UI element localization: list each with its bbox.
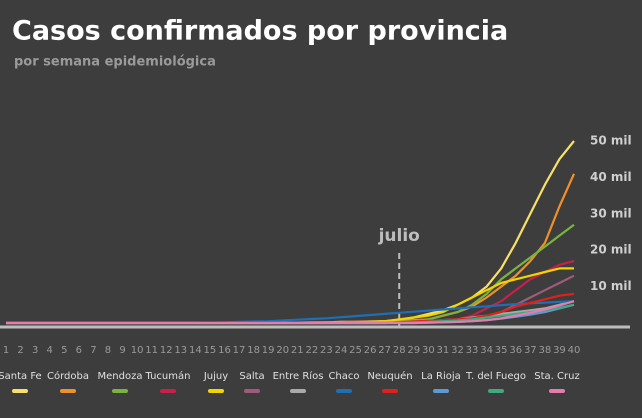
x-tick-label: 3 bbox=[32, 345, 38, 356]
legend-label: Jujuy bbox=[203, 371, 228, 382]
x-tick-label: 32 bbox=[451, 345, 464, 356]
legend-label: Entre Ríos bbox=[273, 370, 324, 382]
x-tick-label: 7 bbox=[90, 345, 96, 356]
x-tick-label: 26 bbox=[364, 345, 377, 356]
y-tick-label: 10 mil bbox=[590, 279, 632, 293]
x-tick-label: 28 bbox=[393, 345, 406, 356]
legend-label: T. del Fuego bbox=[465, 371, 526, 382]
legend-label: Chaco bbox=[328, 371, 359, 382]
chart-title: Casos confirmados por provincia bbox=[12, 16, 508, 47]
x-tick-label: 17 bbox=[233, 345, 246, 356]
legend-label: Santa Fe bbox=[0, 371, 42, 382]
x-tick-label: 37 bbox=[524, 345, 537, 356]
chart-subtitle: por semana epidemiológica bbox=[14, 55, 216, 70]
x-tick-label: 13 bbox=[174, 345, 187, 356]
x-tick-label: 11 bbox=[145, 345, 158, 356]
x-tick-label: 31 bbox=[437, 345, 450, 356]
x-tick-label: 8 bbox=[105, 345, 111, 356]
x-tick-label: 10 bbox=[131, 345, 144, 356]
x-tick-label: 9 bbox=[119, 345, 125, 356]
series-line bbox=[6, 300, 575, 325]
x-tick-label: 29 bbox=[407, 345, 420, 356]
y-tick-label: 40 mil bbox=[590, 170, 632, 184]
legend-label: Córdoba bbox=[47, 370, 89, 382]
x-tick-label: 23 bbox=[320, 345, 333, 356]
x-tick-label: 35 bbox=[495, 345, 508, 356]
x-tick-label: 12 bbox=[160, 345, 173, 356]
x-tick-label: 25 bbox=[349, 345, 362, 356]
x-tick-label: 24 bbox=[335, 345, 348, 356]
x-tick-label: 6 bbox=[76, 345, 82, 356]
legend-label: Sta. Cruz bbox=[534, 371, 579, 382]
y-tick-label: 20 mil bbox=[590, 243, 632, 257]
x-tick-label: 5 bbox=[61, 345, 67, 356]
x-tick-label: 40 bbox=[568, 345, 581, 356]
x-tick-label: 34 bbox=[480, 345, 493, 356]
x-tick-label: 1 bbox=[3, 345, 9, 356]
y-tick-label: 30 mil bbox=[590, 206, 632, 220]
x-tick-label: 33 bbox=[466, 345, 479, 356]
x-tick-label: 14 bbox=[189, 345, 202, 356]
x-tick-label: 20 bbox=[276, 345, 289, 356]
x-tick-label: 38 bbox=[539, 345, 552, 356]
x-tick-label: 16 bbox=[218, 345, 231, 356]
x-tick-label: 36 bbox=[509, 345, 522, 356]
x-tick-label: 19 bbox=[262, 345, 275, 356]
x-tick-label: 2 bbox=[17, 345, 23, 356]
x-tick-label: 21 bbox=[291, 345, 304, 356]
x-tick-label: 22 bbox=[305, 345, 318, 356]
y-tick-label: 50 mil bbox=[590, 134, 632, 148]
legend-label: Tucumán bbox=[145, 370, 191, 382]
legend-label: Mendoza bbox=[98, 371, 143, 382]
x-tick-label: 27 bbox=[378, 345, 391, 356]
x-tick-label: 15 bbox=[204, 345, 217, 356]
x-tick-label: 4 bbox=[47, 345, 53, 356]
x-tick-label: 18 bbox=[247, 345, 260, 356]
annotation: julio bbox=[378, 226, 420, 246]
legend-label: Neuquén bbox=[367, 370, 412, 382]
x-tick-label: 30 bbox=[422, 345, 435, 356]
legend-label: La Rioja bbox=[421, 371, 461, 382]
x-tick-label: 39 bbox=[553, 345, 566, 356]
legend-label: Salta bbox=[239, 371, 264, 382]
